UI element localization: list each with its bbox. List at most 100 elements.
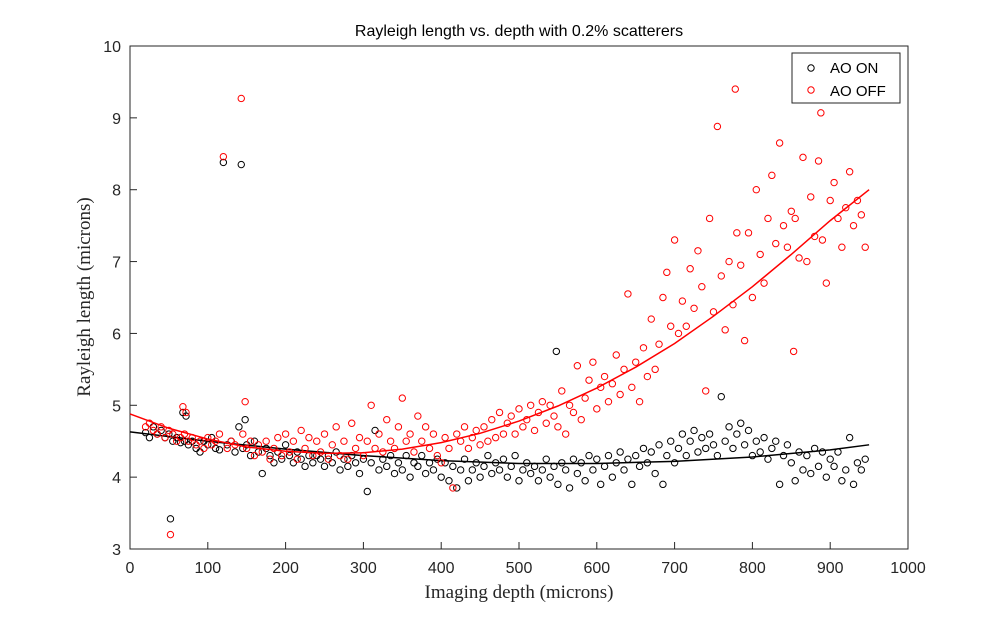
y-tick-label: 6: [112, 326, 121, 343]
data-point-ao-off: [826, 196, 834, 205]
data-point-ao-off: [581, 394, 589, 402]
data-point-ao-on: [484, 451, 492, 460]
data-point-ao-on: [375, 466, 383, 474]
x-tick-label: 1000: [890, 560, 926, 577]
data-point-ao-on: [480, 462, 488, 471]
data-point-ao-off: [702, 387, 710, 395]
y-axis: 3 4 5 6 7 8 9 10: [103, 39, 137, 559]
data-point-ao-off: [830, 178, 838, 187]
data-point-ao-off: [367, 401, 375, 409]
data-point-ao-on: [620, 466, 628, 474]
data-point-ao-off: [705, 214, 714, 223]
data-point-ao-off: [670, 236, 679, 244]
data-point-ao-off: [332, 423, 340, 431]
data-point-ao-off: [635, 397, 644, 406]
data-point-ao-on: [589, 466, 597, 474]
data-point-ao-on: [542, 455, 550, 463]
data-point-ao-on: [406, 473, 414, 481]
data-point-ao-on: [768, 444, 776, 453]
data-point-ao-off: [818, 236, 827, 244]
data-point-ao-off: [433, 451, 442, 460]
data-point-ao-off: [437, 459, 445, 467]
data-point-ao-on: [519, 466, 527, 474]
data-point-ao-off: [262, 437, 270, 445]
data-point-ao-on: [830, 462, 838, 471]
data-point-ao-off: [179, 403, 187, 411]
data-point-ao-off: [281, 430, 290, 438]
data-point-ao-on: [237, 160, 245, 169]
data-point-ao-off: [663, 268, 671, 277]
chart-title: Rayleigh length vs. depth with 0.2% scat…: [355, 23, 683, 40]
data-point-ao-off: [402, 437, 410, 445]
data-point-ao-off: [484, 437, 492, 445]
plot-area: [129, 45, 909, 550]
data-point-ao-off: [445, 444, 453, 453]
data-point-ao-on: [565, 484, 574, 492]
data-point-ao-on: [787, 459, 795, 467]
data-point-ao-on: [842, 466, 850, 474]
data-point-ao-off: [219, 152, 228, 161]
data-point-ao-off: [814, 157, 823, 165]
data-point-ao-off: [849, 221, 858, 230]
data-point-ao-on: [285, 451, 294, 460]
data-point-ao-off: [721, 326, 729, 334]
data-point-ao-off: [667, 322, 675, 330]
data-point-ao-on: [445, 477, 453, 485]
data-point-ao-off: [313, 437, 321, 445]
data-point-ao-off: [600, 372, 609, 381]
data-point-ao-off: [764, 214, 772, 223]
x-axis-label: Imaging depth (microns): [425, 582, 614, 603]
data-point-ao-on: [581, 477, 589, 485]
data-point-ao-off: [328, 441, 336, 449]
data-point-ao-on: [297, 455, 305, 463]
data-point-ao-on: [674, 444, 683, 453]
data-point-ao-on: [737, 419, 745, 427]
data-point-ao-off: [783, 243, 792, 251]
data-point-ao-on: [363, 487, 371, 496]
data-point-ao-on: [336, 466, 344, 474]
data-point-ao-off: [414, 412, 422, 420]
data-point-ao-off: [351, 444, 360, 453]
data-point-ao-off: [499, 430, 508, 438]
data-point-ao-on: [647, 448, 655, 456]
data-point-ao-on: [709, 441, 718, 449]
data-point-ao-on: [182, 412, 190, 420]
data-point-ao-on: [526, 469, 535, 478]
data-point-ao-on: [799, 466, 807, 474]
legend: AO ON AO OFF: [791, 52, 901, 104]
data-point-ao-on: [814, 462, 823, 471]
data-point-ao-off: [744, 229, 753, 237]
data-point-ao-off: [363, 437, 371, 445]
data-point-ao-off: [418, 437, 426, 445]
x-tick-label: 0: [126, 560, 135, 577]
data-point-ao-off: [593, 405, 601, 413]
data-point-ao-on: [655, 441, 663, 449]
data-point-ao-off: [612, 351, 620, 359]
fit-line-ao-off: [129, 189, 870, 455]
data-point-ao-on: [398, 466, 406, 474]
data-point-ao-off: [803, 257, 811, 266]
data-point-ao-off: [166, 530, 175, 539]
data-point-ao-off: [453, 430, 461, 438]
data-point-ao-on: [729, 444, 737, 453]
data-point-ao-off: [795, 254, 803, 262]
data-point-ao-off: [398, 394, 406, 402]
data-point-ao-off: [624, 290, 632, 298]
y-tick-label: 3: [112, 542, 121, 559]
data-point-ao-on: [760, 433, 768, 442]
data-point-ao-on: [231, 448, 239, 456]
data-point-ao-on: [355, 469, 364, 478]
data-point-ao-on: [320, 462, 329, 471]
data-point-ao-off: [324, 455, 333, 463]
data-point-ao-off: [270, 444, 278, 453]
data-point-ao-on: [725, 423, 733, 431]
data-point-ao-off: [266, 455, 274, 463]
data-point-ao-off: [756, 250, 764, 259]
data-point-ao-on: [826, 455, 834, 463]
legend-label-ao-off: AO OFF: [830, 83, 886, 100]
data-point-ao-off: [274, 433, 282, 442]
data-point-ao-on: [219, 158, 228, 167]
y-tick-label: 5: [112, 398, 121, 415]
data-point-ao-off: [169, 430, 177, 438]
data-point-ao-off: [838, 243, 846, 251]
